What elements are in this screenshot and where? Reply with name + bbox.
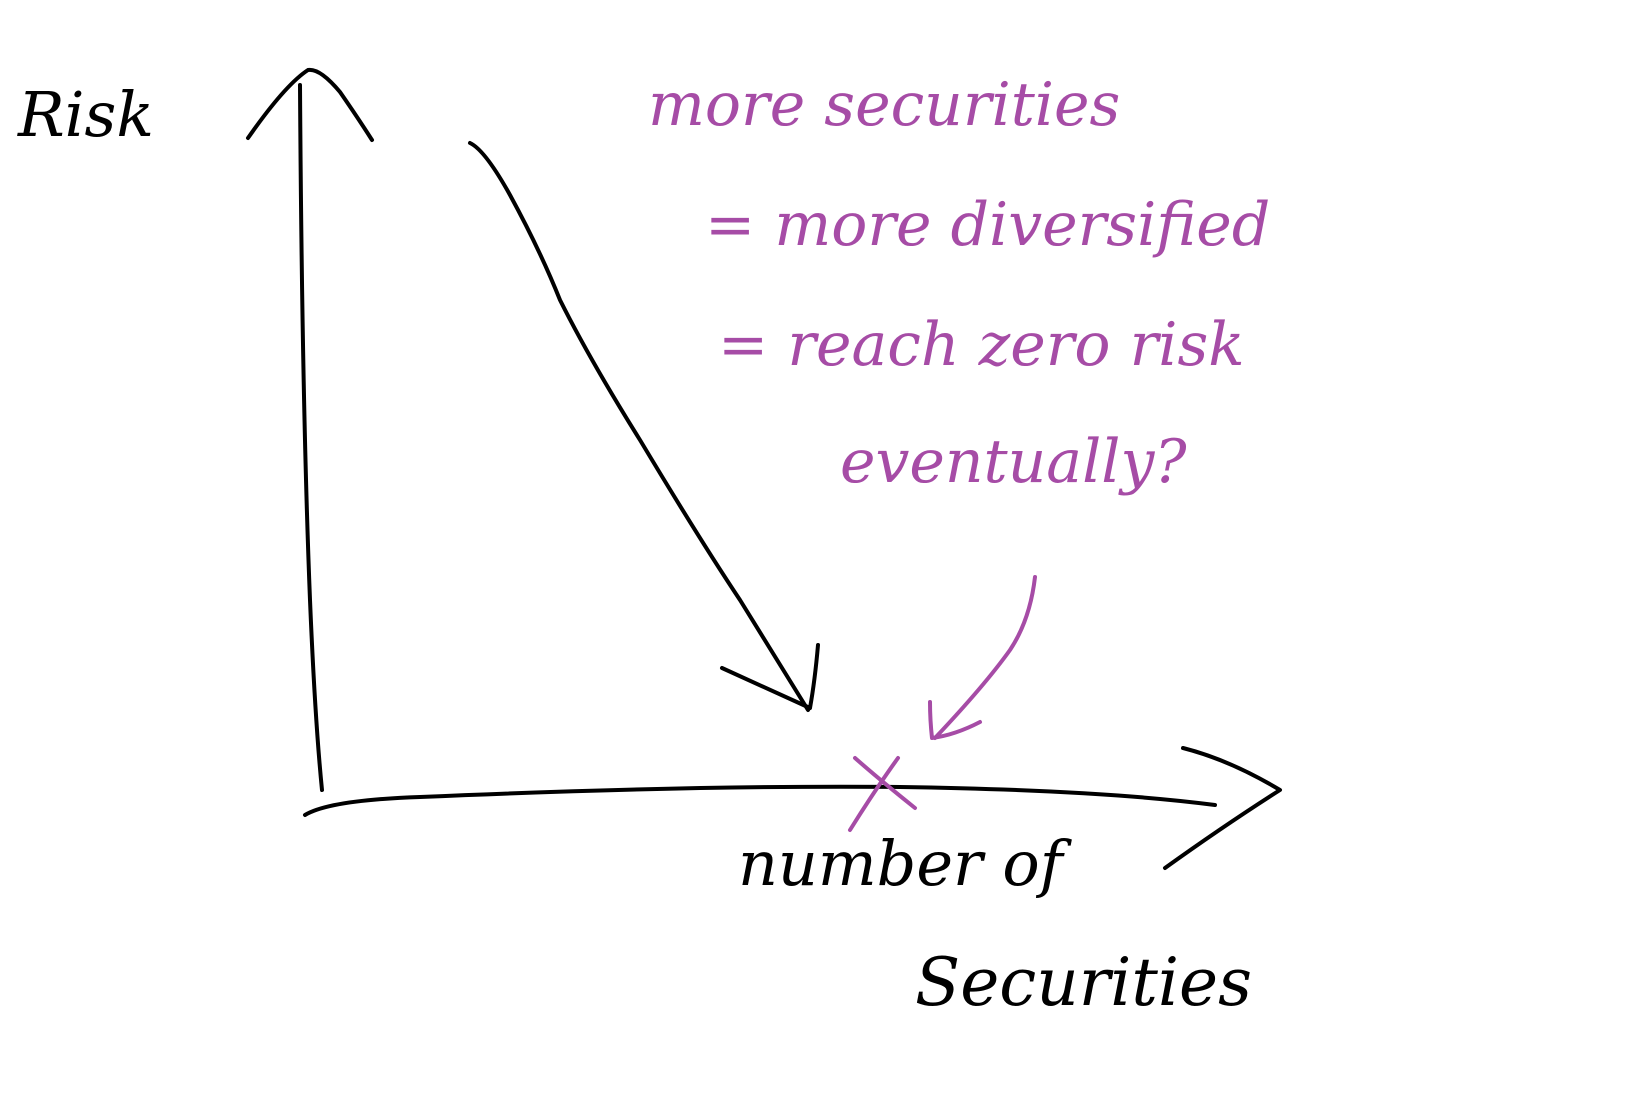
- pointer-arrowhead: [928, 700, 982, 740]
- annotation-line-4: eventually?: [840, 427, 1187, 497]
- x-axis-line: [303, 784, 1217, 817]
- decreasing-risk-arrow: [468, 141, 810, 712]
- x-axis-label-line1: number of: [738, 827, 1073, 900]
- x-axis-arrowhead: [1163, 746, 1282, 870]
- decreasing-risk-arrowhead: [720, 643, 820, 710]
- y-axis-arrowhead: [246, 67, 374, 142]
- y-axis-line: [298, 83, 324, 792]
- annotation-line-3: = reach zero risk: [718, 310, 1245, 380]
- annotation-line-1: more securities: [648, 70, 1120, 140]
- annotation-line-2: = more diversified: [705, 190, 1270, 260]
- y-axis-label: Risk: [17, 78, 154, 151]
- pointer-arrow: [933, 575, 1037, 740]
- zero-risk-marker: [848, 756, 917, 832]
- x-axis-label-line2: Securities: [915, 944, 1252, 1021]
